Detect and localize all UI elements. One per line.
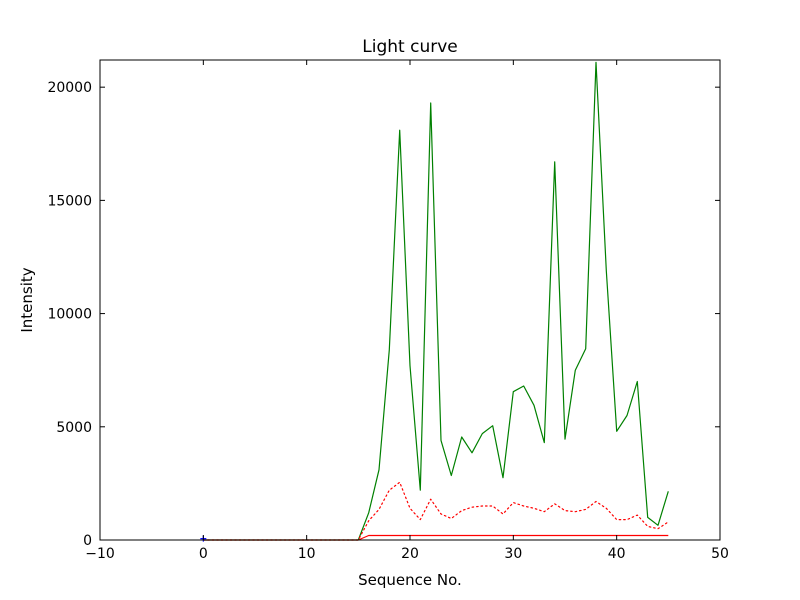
series-0-line bbox=[203, 61, 669, 541]
x-tick-label: 30 bbox=[504, 546, 522, 562]
chart-title: Light curve bbox=[362, 37, 457, 57]
series-2-line bbox=[203, 534, 669, 541]
y-axis-title: Intensity bbox=[18, 267, 36, 332]
x-axis: −10 0 10 20 30 40 50 bbox=[85, 60, 729, 562]
x-tick-label: 0 bbox=[199, 546, 208, 562]
y-tick-label: 20000 bbox=[47, 80, 92, 96]
y-axis: 0 5000 10000 15000 20000 bbox=[47, 80, 720, 549]
plot-frame bbox=[99, 59, 721, 541]
x-tick-label: 50 bbox=[711, 546, 729, 562]
x-axis-title: Sequence No. bbox=[358, 571, 462, 589]
y-tick-label: 15000 bbox=[47, 193, 92, 209]
x-tick-label: 40 bbox=[608, 546, 626, 562]
y-tick-label: 10000 bbox=[47, 307, 92, 323]
series-1-line bbox=[202, 481, 669, 541]
y-tick-label: 5000 bbox=[56, 420, 92, 436]
x-tick-label: 20 bbox=[401, 546, 419, 562]
y-tick-label: 0 bbox=[83, 533, 92, 549]
x-tick-label: −10 bbox=[85, 546, 115, 562]
series-layer bbox=[200, 61, 669, 542]
x-tick-label: 10 bbox=[298, 546, 316, 562]
